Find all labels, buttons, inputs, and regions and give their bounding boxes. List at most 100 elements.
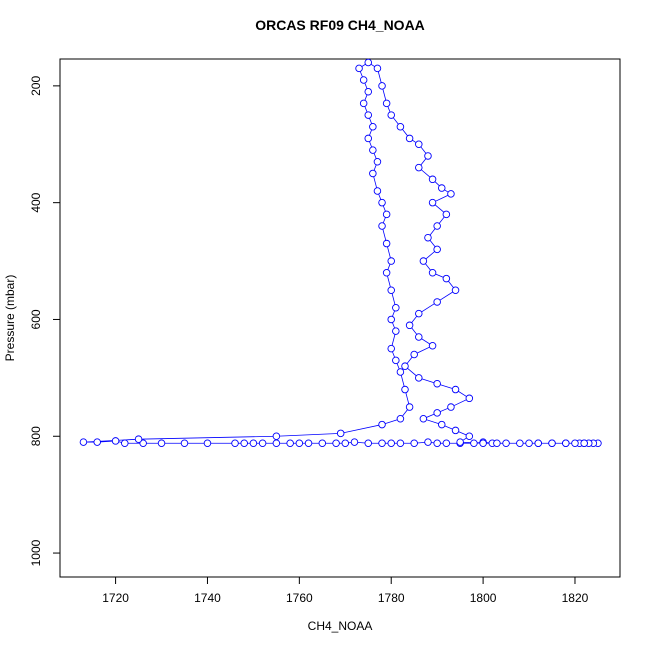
point xyxy=(111,437,120,445)
point xyxy=(451,426,460,435)
point xyxy=(502,439,510,448)
point xyxy=(479,439,487,448)
point xyxy=(456,438,464,446)
x-tick-label: 1800 xyxy=(470,591,497,605)
point xyxy=(392,327,400,335)
point xyxy=(387,439,395,448)
point xyxy=(447,403,455,411)
plot-frame xyxy=(59,58,621,578)
point xyxy=(433,409,441,417)
x-tick-label: 1740 xyxy=(194,591,221,605)
point xyxy=(180,439,189,448)
point xyxy=(396,414,405,423)
point xyxy=(433,245,441,254)
point xyxy=(387,344,395,353)
point xyxy=(359,99,368,108)
point xyxy=(258,439,267,448)
x-tick-label: 1780 xyxy=(378,591,405,605)
point xyxy=(364,134,373,143)
point xyxy=(438,420,446,429)
x-tick-label: 1820 xyxy=(562,591,589,605)
point xyxy=(378,439,386,448)
point xyxy=(369,169,377,178)
point xyxy=(428,341,437,350)
point xyxy=(336,429,345,438)
point xyxy=(231,439,239,448)
y-tick-label: 400 xyxy=(29,192,43,212)
point xyxy=(428,175,437,184)
point xyxy=(433,379,441,388)
point xyxy=(272,432,281,441)
point xyxy=(447,190,455,198)
point xyxy=(350,438,359,446)
point xyxy=(382,99,391,108)
point xyxy=(373,187,382,195)
point xyxy=(369,146,377,154)
point xyxy=(387,257,395,265)
point xyxy=(534,439,542,448)
point xyxy=(442,210,451,219)
point xyxy=(304,439,313,448)
point xyxy=(392,304,400,312)
point xyxy=(364,87,373,96)
point xyxy=(373,158,382,166)
point xyxy=(378,82,386,90)
point xyxy=(295,439,304,448)
point xyxy=(415,333,423,341)
point xyxy=(405,321,414,330)
point xyxy=(382,210,391,219)
point xyxy=(203,439,212,448)
point xyxy=(378,222,386,230)
point xyxy=(433,298,441,306)
point xyxy=(562,439,570,448)
point xyxy=(134,435,143,443)
point xyxy=(272,439,281,448)
point xyxy=(387,315,395,324)
point xyxy=(424,152,432,160)
point xyxy=(401,362,409,370)
point xyxy=(410,439,418,448)
point xyxy=(405,403,414,411)
point xyxy=(415,374,423,382)
point xyxy=(410,350,418,359)
y-axis-label: Pressure (mbar) xyxy=(3,275,17,362)
point xyxy=(401,385,409,394)
point xyxy=(93,438,101,446)
point xyxy=(240,439,248,448)
point xyxy=(378,198,386,207)
point xyxy=(424,233,432,242)
point xyxy=(286,439,294,448)
point xyxy=(465,432,474,441)
point xyxy=(465,394,474,403)
y-tick-label: 600 xyxy=(29,309,43,329)
x-axis-label: CH4_NOAA xyxy=(308,619,373,633)
point xyxy=(442,439,451,448)
point xyxy=(355,64,363,73)
point xyxy=(364,439,373,448)
point xyxy=(525,439,533,448)
series-line xyxy=(83,62,598,444)
point xyxy=(438,184,446,192)
point xyxy=(382,268,391,277)
point xyxy=(433,222,441,230)
point xyxy=(79,438,88,446)
point xyxy=(415,163,423,172)
point xyxy=(433,439,441,448)
y-tick-label: 200 xyxy=(29,76,43,96)
point xyxy=(157,439,166,448)
point xyxy=(428,268,437,277)
point xyxy=(359,76,368,84)
x-tick-label: 1760 xyxy=(286,591,313,605)
point xyxy=(341,439,350,448)
x-tick-label: 1720 xyxy=(102,591,129,605)
point xyxy=(364,58,373,67)
point xyxy=(424,438,432,446)
point xyxy=(121,439,129,448)
point xyxy=(382,239,391,248)
point xyxy=(369,122,377,131)
point xyxy=(428,198,437,207)
point xyxy=(396,368,405,376)
y-tick-label: 800 xyxy=(29,426,43,446)
point xyxy=(548,439,556,448)
